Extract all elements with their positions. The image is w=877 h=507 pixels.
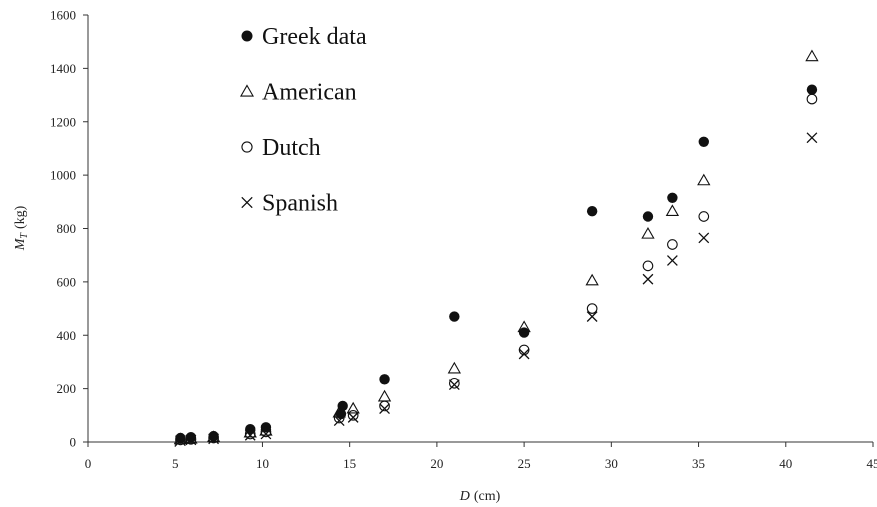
point-greek-data xyxy=(379,374,390,385)
x-axis-title-unit: (cm) xyxy=(474,489,501,504)
point-greek-data xyxy=(642,211,654,222)
legend-marker-greek-data xyxy=(241,30,253,42)
point-dutch xyxy=(347,409,359,421)
point-greek-data xyxy=(586,205,598,217)
point-american xyxy=(641,227,655,239)
y-tick-label: 1600 xyxy=(50,8,76,23)
point-dutch xyxy=(208,432,219,444)
point-dutch xyxy=(642,260,654,272)
legend-marker-american xyxy=(240,84,254,97)
legend-label-spanish: Spanish xyxy=(262,191,338,217)
point-dutch xyxy=(244,428,256,440)
x-axis-title: D (cm) xyxy=(459,489,501,504)
x-tick-label: 15 xyxy=(343,456,356,471)
x-ticks: 0 5 10 15 20 25 30 35 40 45 xyxy=(85,442,877,471)
point-dutch xyxy=(379,400,390,412)
point-spanish xyxy=(244,429,256,441)
legend-marker-dutch xyxy=(241,141,253,153)
x-tick-label: 40 xyxy=(779,456,792,471)
point-spanish xyxy=(347,412,359,423)
point-greek-data xyxy=(449,311,460,322)
point-dutch xyxy=(806,93,818,105)
y-axis-title: MT (kg) xyxy=(13,205,30,251)
x-tick-label: 0 xyxy=(85,456,92,471)
y-tick-label: 1400 xyxy=(50,61,76,76)
legend-item-spanish: Spanish xyxy=(241,191,338,217)
legend-label-greek-data: Greek data xyxy=(262,24,367,50)
point-dutch xyxy=(448,377,460,389)
x-tick-label: 30 xyxy=(605,456,618,471)
series-spanish xyxy=(175,132,818,447)
point-spanish xyxy=(379,403,390,415)
point-spanish xyxy=(806,132,818,144)
y-axis-title-main: M xyxy=(13,237,28,251)
point-spanish xyxy=(586,311,598,322)
point-american xyxy=(697,173,711,186)
point-american xyxy=(377,389,392,402)
data-points xyxy=(173,49,819,447)
y-tick-label: 400 xyxy=(57,328,77,343)
x-tick-label: 35 xyxy=(692,456,705,471)
x-tick-label: 45 xyxy=(867,456,877,471)
point-spanish xyxy=(333,415,345,427)
point-spanish xyxy=(666,255,678,266)
point-dutch xyxy=(333,412,345,424)
y-tick-label: 200 xyxy=(57,381,77,396)
point-american xyxy=(447,361,462,374)
legend-item-american: American xyxy=(240,80,357,106)
y-tick-label: 1000 xyxy=(50,168,76,183)
point-dutch xyxy=(698,211,710,222)
point-spanish xyxy=(208,433,219,445)
axes: 0 5 10 15 20 25 30 35 40 45 0 200 400 600 800 1000 1200… xyxy=(50,8,877,472)
x-tick-label: 25 xyxy=(518,456,531,471)
legend-item-dutch: Dutch xyxy=(241,135,321,161)
legend-label-dutch: Dutch xyxy=(262,135,321,161)
point-greek-data xyxy=(185,431,197,443)
point-dutch xyxy=(175,434,186,446)
point-spanish xyxy=(448,379,460,391)
series-dutch xyxy=(175,93,818,446)
point-greek-data xyxy=(518,327,530,338)
point-spanish xyxy=(698,232,710,244)
point-spanish xyxy=(185,434,197,446)
point-spanish xyxy=(642,273,654,285)
point-american xyxy=(184,431,198,444)
y-axis-title-unit: (kg) xyxy=(13,205,28,229)
point-spanish xyxy=(260,428,272,440)
legend: Greek data American Dutch Spanish xyxy=(240,24,367,217)
x-tick-label: 20 xyxy=(430,456,443,471)
point-spanish xyxy=(518,348,530,360)
point-greek-data xyxy=(806,84,818,95)
y-axis-title-sub: T xyxy=(19,232,30,239)
point-greek-data xyxy=(698,136,709,147)
point-dutch xyxy=(185,433,197,445)
y-tick-label: 1200 xyxy=(50,114,76,129)
y-ticks: 0 200 400 600 800 1000 1200 1400 1600 xyxy=(50,8,88,450)
y-tick-label: 600 xyxy=(57,274,77,289)
y-tick-label: 0 xyxy=(70,435,77,450)
point-dutch xyxy=(667,239,678,250)
point-american xyxy=(332,405,346,418)
x-axis-title-main: D xyxy=(459,489,470,504)
point-dutch xyxy=(586,303,598,314)
legend-label-american: American xyxy=(262,80,357,106)
y-tick-label: 800 xyxy=(57,221,77,236)
point-greek-data xyxy=(337,400,348,412)
point-american xyxy=(259,423,273,436)
point-greek-data xyxy=(667,192,678,204)
point-american xyxy=(665,204,680,216)
point-spanish xyxy=(175,435,186,447)
legend-marker-spanish xyxy=(241,196,253,209)
point-american xyxy=(517,320,531,333)
x-tick-label: 10 xyxy=(256,456,269,471)
point-dutch xyxy=(260,426,272,438)
point-american xyxy=(346,401,360,414)
legend-item-greek-data: Greek data xyxy=(241,24,367,50)
point-american xyxy=(585,273,599,286)
point-american xyxy=(805,49,819,62)
x-tick-label: 5 xyxy=(172,456,179,471)
series-american xyxy=(173,49,819,445)
